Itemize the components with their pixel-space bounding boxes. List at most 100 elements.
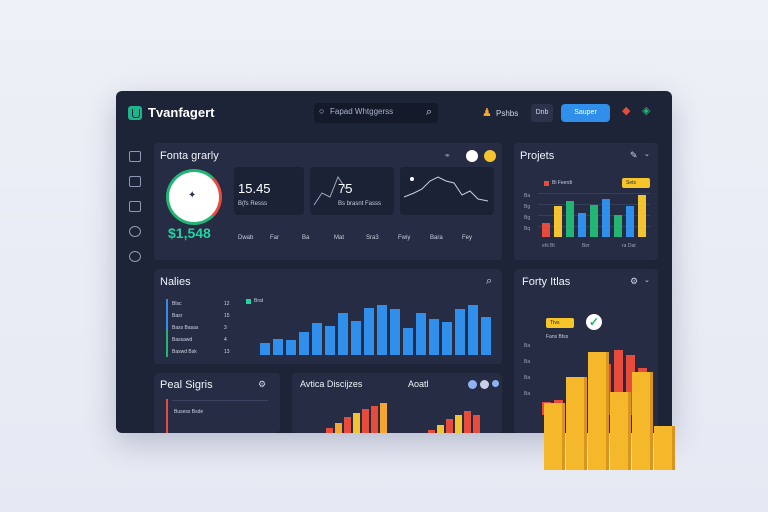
- stat-card-1: 15.45 B(fs Resss: [234, 167, 304, 215]
- decorative-bar-overlay: [544, 350, 724, 470]
- projects-panel: Projets ✎ ⌄ Bi Feerdi Sets Ba Bg Bg Bq ehl …: [514, 143, 658, 260]
- user-avatar-icon[interactable]: ◈: [642, 105, 651, 117]
- forty-sub: Fans Btss: [546, 334, 569, 340]
- projects-bar: [590, 205, 598, 237]
- white-option-button[interactable]: [466, 150, 478, 162]
- forty-badge-text: Ttvs: [550, 320, 560, 326]
- grey-dot-button[interactable]: [480, 380, 489, 389]
- grid-line: [538, 204, 650, 205]
- trend-card: [400, 167, 494, 215]
- check-icon[interactable]: ✓: [586, 314, 602, 330]
- projects-bar: [566, 200, 574, 237]
- list-accent-blue: [166, 299, 168, 357]
- analytics-bar: [326, 428, 333, 433]
- sidebar-chart-icon[interactable]: [129, 176, 141, 187]
- projects-bar: [554, 206, 562, 237]
- projects-bar: [614, 215, 622, 237]
- list-value: 3: [224, 325, 227, 331]
- overlay-bar: [566, 377, 584, 470]
- stat-1-caption: B(fs Resss: [238, 201, 268, 207]
- month-bar: [464, 411, 471, 433]
- settings-icon[interactable]: ⚙: [630, 276, 639, 286]
- nalies-bar: [364, 308, 374, 355]
- month-bar: [446, 419, 453, 433]
- sidebar-tag-icon[interactable]: [129, 226, 141, 237]
- forty-badge: Ttvs: [546, 318, 574, 328]
- nalies-bar: [403, 327, 413, 355]
- projects-badge: Sets: [622, 178, 650, 188]
- nalies-bar: [299, 332, 309, 355]
- y-tick: Bq: [524, 226, 531, 232]
- list-accent-green: [166, 329, 168, 357]
- nalies-title: Nalies: [160, 276, 191, 288]
- y-tick: Bg: [524, 204, 531, 210]
- analytics-chart: [306, 399, 392, 433]
- dashboard-window: Tvanfagert ○ Fapad Whtggerss ⌕ ♟ Pshbs D…: [116, 91, 672, 433]
- blue-dot-button-2[interactable]: [492, 380, 499, 387]
- forty-bar: [626, 355, 635, 415]
- month-title: Aoatl: [408, 379, 429, 389]
- month-chart: [408, 399, 492, 433]
- month-label: Far: [270, 235, 279, 241]
- blue-dot-button[interactable]: [468, 380, 477, 389]
- list-value: 4: [224, 337, 227, 343]
- nalies-legend-swatch: [246, 299, 251, 304]
- chevron-down-icon-2[interactable]: ⌄: [644, 277, 650, 284]
- logo-icon: [128, 106, 142, 120]
- nalies-legend: Brat: [254, 298, 264, 304]
- stat-1-value: 15.45: [238, 181, 271, 196]
- settings-icon-2[interactable]: ⚙: [258, 379, 267, 389]
- list-item: Bass Basas: [172, 325, 199, 331]
- nalies-bar: [455, 309, 465, 355]
- pearl-accent: [166, 399, 168, 433]
- analytics-bar: [371, 406, 378, 433]
- search-input[interactable]: Fapad Whtggerss: [330, 107, 394, 116]
- sidebar-globe-icon[interactable]: [129, 251, 141, 262]
- search-icon[interactable]: ⌕: [425, 106, 432, 118]
- pearl-panel: Peal Sigris ⚙ Busess Bsde: [154, 373, 280, 433]
- y-tick: Ba: [524, 343, 531, 349]
- projects-bar: [638, 195, 646, 237]
- month-label: Ba: [302, 235, 310, 241]
- nalies-bar: [312, 322, 322, 355]
- chevron-down-icon[interactable]: ⌄: [644, 151, 650, 158]
- bell-icon[interactable]: ♟: [482, 107, 492, 119]
- stat-2-value: 75: [338, 181, 353, 196]
- y-tick: Ba: [524, 375, 531, 381]
- yellow-option-button[interactable]: [484, 150, 496, 162]
- search-box[interactable]: ○ Fapad Whtggerss ⌕: [314, 103, 438, 123]
- legend-swatch: [544, 181, 549, 186]
- list-item: Baswd Bsk: [172, 349, 197, 355]
- month-label: Bara: [430, 235, 443, 241]
- nalies-bar: [481, 316, 491, 355]
- trend-line: [403, 176, 489, 202]
- sidebar-monitor-icon[interactable]: [129, 151, 141, 162]
- overlay-bar: [632, 372, 650, 470]
- projects-bar: [626, 206, 634, 237]
- nalies-bar: [416, 313, 426, 355]
- month-bar: [437, 425, 444, 433]
- edit-icon[interactable]: ✎: [630, 150, 638, 160]
- cancel-button[interactable]: Dnb: [531, 104, 553, 122]
- save-button[interactable]: Sauper: [561, 104, 610, 122]
- projects-bar: [578, 212, 586, 237]
- list-value: 13: [224, 349, 230, 355]
- toggle-icon[interactable]: ⚭: [444, 151, 451, 160]
- projects-badge-text: Sets: [626, 180, 637, 186]
- nalies-bar: [260, 342, 270, 355]
- toolbar-link[interactable]: Pshbs: [496, 109, 519, 118]
- search-icon-2[interactable]: ⌕: [486, 275, 493, 287]
- list-value: 15: [224, 313, 230, 319]
- stat-2-caption: Bs brasnt Fasss: [338, 201, 382, 207]
- month-label: Mat: [334, 235, 345, 241]
- list-item: Basr: [172, 313, 183, 319]
- stat-card-2: 75 Bs brasnt Fasss: [310, 167, 394, 215]
- forty-bar: [602, 363, 611, 415]
- analytics-panel: Avtica Discijzes Aoatl: [292, 373, 502, 433]
- sidebar-calendar-icon[interactable]: [129, 201, 141, 212]
- projects-chart: [538, 193, 650, 237]
- notification-icon[interactable]: ◆: [622, 105, 631, 117]
- nalies-panel: Nalies ⌕ Blsc 12 Basr 15 Bass Basas 3 Bassawd 4…: [154, 269, 502, 364]
- month-label: Sra3: [366, 235, 379, 241]
- stat-2-sparkline: [313, 175, 347, 206]
